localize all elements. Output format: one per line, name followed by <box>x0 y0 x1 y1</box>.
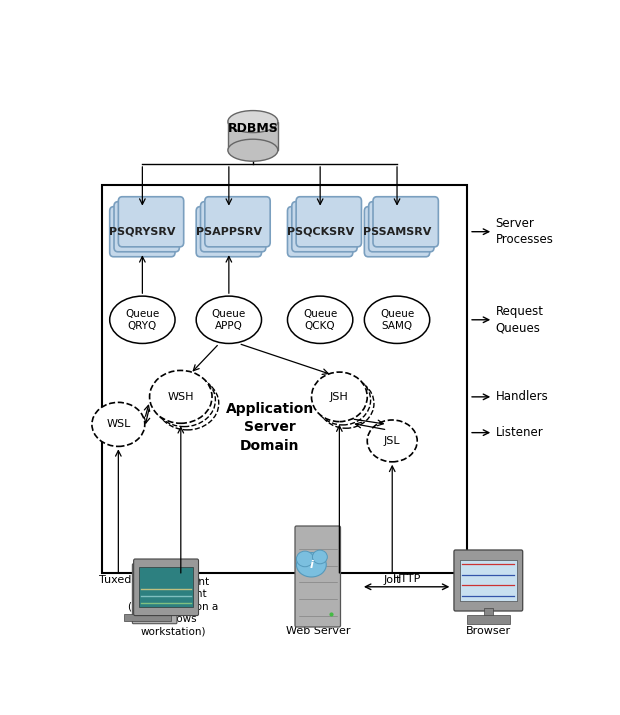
Text: i: i <box>309 560 313 570</box>
Text: PSQCKSRV: PSQCKSRV <box>286 227 354 237</box>
Ellipse shape <box>228 111 278 132</box>
Bar <box>484 608 493 616</box>
Bar <box>139 567 193 607</box>
FancyBboxPatch shape <box>365 207 430 257</box>
Text: Development
Environment
(PeopleTools on a
Windows
workstation): Development Environment (PeopleTools on … <box>128 577 219 636</box>
FancyBboxPatch shape <box>118 197 184 247</box>
Text: JSH: JSH <box>330 392 348 402</box>
Ellipse shape <box>156 377 219 430</box>
Bar <box>124 613 170 621</box>
Text: WSL: WSL <box>106 420 131 430</box>
Text: Queue
QRYQ: Queue QRYQ <box>125 309 159 331</box>
Ellipse shape <box>288 296 353 343</box>
Text: HTTP: HTTP <box>392 574 421 584</box>
Ellipse shape <box>365 296 430 343</box>
Text: JSL: JSL <box>384 436 401 446</box>
Bar <box>228 122 278 150</box>
FancyBboxPatch shape <box>292 202 357 252</box>
FancyBboxPatch shape <box>114 202 179 252</box>
Text: Jolt: Jolt <box>384 575 401 585</box>
Text: Application
Server
Domain: Application Server Domain <box>226 402 314 453</box>
Text: Tuxedo: Tuxedo <box>99 575 138 585</box>
Ellipse shape <box>153 374 215 427</box>
Text: Request
Queues: Request Queues <box>495 305 544 335</box>
FancyBboxPatch shape <box>454 550 523 611</box>
Text: Queue
APPQ: Queue APPQ <box>212 309 246 331</box>
Text: PSQRYSRV: PSQRYSRV <box>109 227 175 237</box>
Ellipse shape <box>367 420 417 462</box>
Text: WSH: WSH <box>167 392 194 402</box>
Text: RDBMS: RDBMS <box>228 122 278 135</box>
FancyBboxPatch shape <box>369 202 434 252</box>
Text: Web Server: Web Server <box>285 626 350 636</box>
Text: Browser: Browser <box>466 626 511 636</box>
FancyBboxPatch shape <box>133 563 177 623</box>
FancyBboxPatch shape <box>200 202 266 252</box>
FancyBboxPatch shape <box>134 559 198 616</box>
Ellipse shape <box>315 375 371 425</box>
FancyBboxPatch shape <box>196 207 262 257</box>
Bar <box>102 185 467 573</box>
Ellipse shape <box>312 550 327 564</box>
Ellipse shape <box>296 553 326 577</box>
Text: Listener: Listener <box>495 426 543 439</box>
FancyBboxPatch shape <box>373 197 438 247</box>
Ellipse shape <box>311 372 367 422</box>
Ellipse shape <box>296 551 314 567</box>
FancyBboxPatch shape <box>205 197 270 247</box>
Bar <box>460 560 516 601</box>
Text: PSAPPSRV: PSAPPSRV <box>196 227 262 237</box>
FancyBboxPatch shape <box>296 197 361 247</box>
FancyBboxPatch shape <box>110 207 175 257</box>
Text: Queue
QCKQ: Queue QCKQ <box>303 309 337 331</box>
Text: SQL: SQL <box>247 149 268 159</box>
Ellipse shape <box>196 296 262 343</box>
Bar <box>149 604 154 617</box>
Text: PSSAMSRV: PSSAMSRV <box>363 227 432 237</box>
Ellipse shape <box>110 296 175 343</box>
Ellipse shape <box>149 370 212 423</box>
Text: Queue
SAMQ: Queue SAMQ <box>380 309 414 331</box>
Text: Jolt: Jolt <box>311 575 329 585</box>
Text: Tuxedo: Tuxedo <box>161 575 200 585</box>
Bar <box>467 615 510 623</box>
FancyBboxPatch shape <box>288 207 353 257</box>
Text: Server
Processes: Server Processes <box>495 217 554 246</box>
Ellipse shape <box>318 379 374 428</box>
Ellipse shape <box>92 403 145 446</box>
Ellipse shape <box>228 139 278 161</box>
Text: Handlers: Handlers <box>495 390 548 403</box>
FancyBboxPatch shape <box>295 526 340 627</box>
